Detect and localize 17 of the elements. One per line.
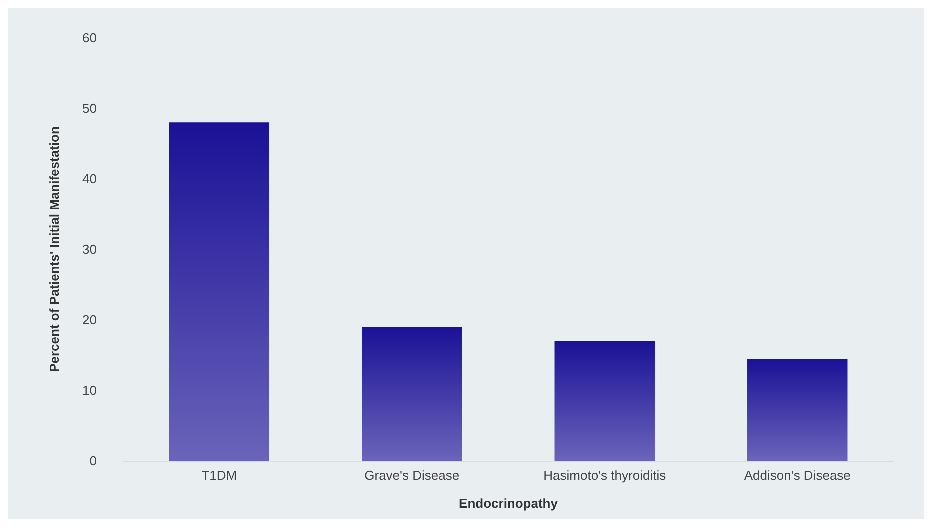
y-tick-label: 0 [90,454,97,468]
y-tick-label: 40 [82,172,97,186]
bar [554,341,655,461]
bar [362,327,462,461]
bar [169,122,270,461]
y-tick-label: 10 [82,383,97,398]
bar [748,359,848,461]
x-tick-label: Hasimoto's thyroiditis [544,468,667,483]
y-tick-label: 50 [82,101,97,116]
y-tick-label: 60 [82,30,97,46]
y-tick-label: 20 [82,312,97,328]
x-axis-title: Endocrinopathy [459,496,559,511]
y-axis-title: Percent of Patients' Initial Manifestation [47,126,62,372]
x-tick-label: Grave's Disease [364,468,460,483]
y-tick-label: 30 [82,242,97,257]
x-tick-label: T1DM [202,468,238,483]
x-tick-label: Addison's Disease [744,468,851,483]
